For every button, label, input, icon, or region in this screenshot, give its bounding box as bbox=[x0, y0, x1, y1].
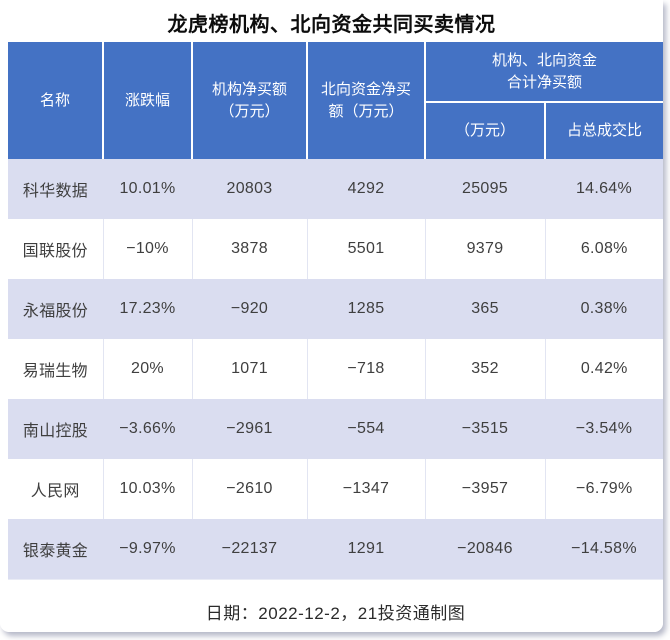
combined-amount-cell: −3515 bbox=[425, 399, 545, 459]
combined-ratio-cell: 0.38% bbox=[545, 279, 663, 339]
stock-row: 永福股份 17.23% −920 1285 365 0.38% bbox=[8, 279, 663, 339]
north-net-buy-cell: 1291 bbox=[307, 519, 425, 580]
combined-ratio-cell: −6.79% bbox=[544, 459, 663, 519]
stock-row: 易瑞生物 20% 1071 −718 352 0.42% bbox=[8, 339, 663, 399]
infographic-card: 龙虎榜机构、北向资金共同买卖情况 名称 涨跌幅 机构净买额 （万元） 北向资金净… bbox=[8, 14, 663, 632]
col-header-combined-group: 机构、北向资金 合计净买额 bbox=[425, 42, 663, 103]
stock-name-cell: 国联股份 bbox=[8, 219, 103, 279]
change-cell: 10.01% bbox=[103, 159, 192, 219]
stock-row: 银泰黄金 −9.97% −22137 1291 −20846 −14.58% bbox=[8, 519, 663, 580]
north-net-buy-cell: 1285 bbox=[307, 279, 425, 339]
stock-row: 科华数据 10.01% 20803 4292 25095 14.64% bbox=[8, 159, 663, 219]
combined-ratio-cell: 6.08% bbox=[544, 219, 663, 279]
footer-row: 日期：2022-12-2，21投资通制图 bbox=[8, 579, 663, 632]
table-footer: 日期：2022-12-2，21投资通制图 bbox=[8, 579, 663, 632]
combined-amount-cell: −3957 bbox=[424, 459, 545, 519]
inst-net-buy-cell: 1071 bbox=[191, 339, 307, 399]
stock-name-cell: 永福股份 bbox=[8, 279, 103, 339]
inst-net-buy-cell: 3878 bbox=[191, 219, 307, 279]
inst-net-buy-cell: −22137 bbox=[192, 519, 307, 580]
combined-amount-cell: 25095 bbox=[425, 159, 545, 219]
combined-amount-cell: −20846 bbox=[425, 519, 545, 580]
stock-name-cell: 易瑞生物 bbox=[8, 339, 103, 399]
north-net-buy-cell: 4292 bbox=[307, 159, 425, 219]
stock-name-cell: 南山控股 bbox=[8, 399, 103, 459]
header-row-sub: （万元） 占总成交比 bbox=[8, 102, 663, 159]
inst-net-buy-cell: −920 bbox=[192, 279, 307, 339]
inst-net-buy-cell: −2961 bbox=[192, 399, 307, 459]
change-cell: 17.23% bbox=[103, 279, 192, 339]
stock-row: 人民网 10.03% −2610 −1347 −3957 −6.79% bbox=[8, 459, 663, 519]
stock-name-cell: 科华数据 bbox=[8, 159, 103, 219]
combined-ratio-cell: −3.54% bbox=[545, 399, 663, 459]
col-header-combined-ratio: 占总成交比 bbox=[545, 102, 663, 159]
change-cell: −10% bbox=[102, 219, 192, 279]
stock-row: 国联股份 −10% 3878 5501 9379 6.08% bbox=[8, 219, 663, 279]
table-header: 名称 涨跌幅 机构净买额 （万元） 北向资金净买 额（万元） 机构、北向资金 合… bbox=[8, 42, 663, 159]
stock-name-cell: 人民网 bbox=[8, 459, 103, 519]
stock-row: 南山控股 −3.66% −2961 −554 −3515 −3.54% bbox=[8, 399, 663, 459]
col-header-name: 名称 bbox=[8, 42, 104, 159]
inst-net-buy-cell: −2610 bbox=[191, 459, 307, 519]
combined-amount-cell: 352 bbox=[424, 339, 545, 399]
data-table: 名称 涨跌幅 机构净买额 （万元） 北向资金净买 额（万元） 机构、北向资金 合… bbox=[8, 42, 663, 632]
north-net-buy-cell: −1347 bbox=[306, 459, 425, 519]
north-net-buy-cell: 5501 bbox=[306, 219, 425, 279]
table-body: 科华数据 10.01% 20803 4292 25095 14.64% 国联股份… bbox=[8, 159, 663, 580]
change-cell: −9.97% bbox=[103, 519, 192, 580]
change-cell: 20% bbox=[102, 339, 192, 399]
combined-ratio-cell: 0.42% bbox=[544, 339, 663, 399]
col-header-combined-amount: （万元） bbox=[425, 102, 546, 159]
change-cell: −3.66% bbox=[103, 399, 192, 459]
combined-amount-cell: 365 bbox=[425, 279, 545, 339]
col-header-change: 涨跌幅 bbox=[103, 42, 193, 159]
combined-amount-cell: 9379 bbox=[424, 219, 545, 279]
combined-ratio-cell: 14.64% bbox=[545, 159, 663, 219]
footer-note: 日期：2022-12-2，21投资通制图 bbox=[8, 579, 663, 632]
combined-ratio-cell: −14.58% bbox=[545, 519, 663, 580]
header-row-top: 名称 涨跌幅 机构净买额 （万元） 北向资金净买 额（万元） 机构、北向资金 合… bbox=[8, 42, 663, 159]
north-net-buy-cell: −554 bbox=[307, 399, 425, 459]
col-header-inst-net-buy: 机构净买额 （万元） bbox=[192, 42, 308, 159]
inst-net-buy-cell: 20803 bbox=[192, 159, 307, 219]
stock-name-cell: 银泰黄金 bbox=[8, 519, 103, 580]
col-header-north-net-buy: 北向资金净买 额（万元） bbox=[307, 42, 426, 159]
north-net-buy-cell: −718 bbox=[306, 339, 425, 399]
page-title: 龙虎榜机构、北向资金共同买卖情况 bbox=[167, 14, 496, 36]
change-cell: 10.03% bbox=[102, 459, 192, 519]
